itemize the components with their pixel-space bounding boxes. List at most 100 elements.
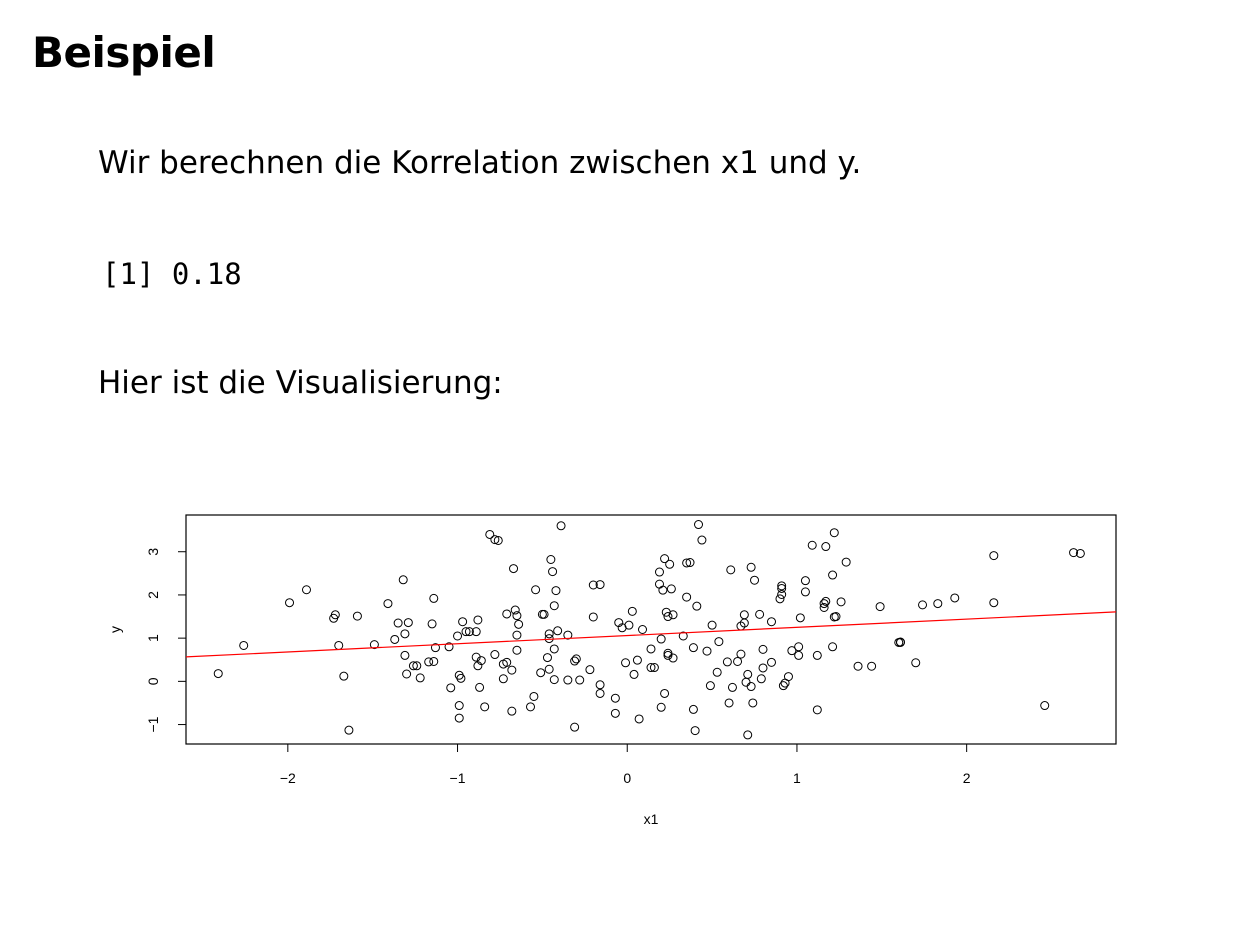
x-axis-label: x1 [644, 811, 659, 827]
data-point [654, 579, 664, 589]
data-point [403, 618, 413, 628]
x-tick-label: 2 [963, 770, 971, 786]
data-point [668, 653, 678, 663]
x-tick-label: 0 [623, 770, 631, 786]
data-point [692, 601, 702, 611]
y-axis: −1 0 1 2 3 [145, 548, 187, 733]
regression-line [186, 611, 1116, 658]
data-point [665, 559, 675, 569]
data-point [787, 646, 797, 656]
data-point [507, 706, 517, 716]
data-point [610, 693, 620, 703]
data-point [563, 630, 573, 640]
data-point [595, 688, 605, 698]
data-point [660, 688, 670, 698]
data-point [427, 619, 437, 629]
data-point [685, 558, 695, 568]
data-point [733, 656, 743, 666]
y-tick-label: 0 [145, 677, 161, 685]
data-point [736, 621, 746, 631]
data-point [400, 629, 410, 639]
data-point [828, 570, 838, 580]
data-point [697, 535, 707, 545]
data-point [828, 642, 838, 652]
data-point [595, 680, 605, 690]
data-point [989, 551, 999, 561]
data-point [588, 580, 598, 590]
visualization-intro: Hier ist die Visualisierung: [98, 365, 503, 401]
data-point [585, 665, 595, 675]
data-point [424, 657, 434, 667]
data-point [911, 658, 921, 668]
data-point [456, 673, 466, 683]
data-point [344, 725, 354, 735]
data-point [471, 627, 481, 637]
data-point [453, 631, 463, 641]
data-point [777, 590, 787, 600]
data-point [553, 626, 563, 636]
data-point [412, 661, 422, 671]
data-point [646, 644, 656, 654]
data-point [485, 529, 495, 539]
data-point [794, 650, 804, 660]
data-point [766, 617, 776, 627]
data-point [841, 557, 851, 567]
data-point [464, 627, 474, 637]
data-point [393, 618, 403, 628]
data-point [352, 611, 362, 621]
data-point [213, 669, 223, 679]
data-point [777, 583, 787, 593]
data-point [556, 521, 566, 531]
data-point [950, 593, 960, 603]
data-point [722, 657, 732, 667]
data-point [682, 592, 692, 602]
data-point [1069, 548, 1079, 558]
data-point [739, 618, 749, 628]
data-point [819, 599, 829, 609]
data-point [571, 654, 581, 664]
data-point [739, 610, 749, 620]
data-point [682, 558, 692, 568]
data-point [690, 726, 700, 736]
data-point [656, 702, 666, 712]
data-point [714, 637, 724, 647]
data-point [741, 677, 751, 687]
data-point [551, 586, 561, 596]
slide-title: Beispiel [32, 28, 216, 77]
y-tick-label: 3 [145, 548, 161, 556]
data-point [795, 613, 805, 623]
data-point [775, 594, 785, 604]
data-point [746, 562, 756, 572]
data-point [758, 663, 768, 673]
data-point [461, 627, 471, 637]
data-point [629, 669, 639, 679]
data-point [430, 643, 440, 653]
data-point [454, 670, 464, 680]
y-tick-label: 2 [145, 591, 161, 599]
data-point [668, 610, 678, 620]
data-point [546, 555, 556, 565]
data-point [756, 674, 766, 684]
data-point [334, 640, 344, 650]
data-point [895, 637, 905, 647]
data-point [634, 714, 644, 724]
x-tick-label: −2 [280, 770, 296, 786]
data-point [646, 663, 656, 673]
data-point [821, 542, 831, 552]
y-tick-label: −1 [145, 716, 161, 732]
data-point [632, 655, 642, 665]
data-point [712, 667, 722, 677]
data-points [213, 520, 1085, 740]
data-point [507, 665, 517, 675]
data-point [627, 606, 637, 616]
x-tick-label: 1 [793, 770, 801, 786]
data-point [575, 675, 585, 685]
data-point [239, 640, 249, 650]
data-point [750, 575, 760, 585]
data-point [549, 675, 559, 685]
data-point [570, 656, 580, 666]
data-point [800, 587, 810, 597]
data-point [531, 585, 541, 595]
data-point [812, 705, 822, 715]
data-point [918, 600, 928, 610]
